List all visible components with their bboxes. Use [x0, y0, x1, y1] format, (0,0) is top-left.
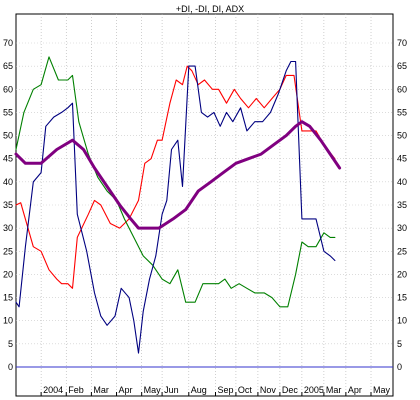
- x-tick-label-1: Feb: [68, 385, 84, 395]
- x-tick-label-2: Mar: [93, 385, 109, 395]
- chart-title: +DI, -DI, DI, ADX: [176, 4, 244, 14]
- y-tick-label-right-60: 60: [397, 84, 407, 94]
- y-tick-label-left-60: 60: [3, 84, 13, 94]
- y-tick-label-left-50: 50: [3, 131, 13, 141]
- y-tick-label-left-65: 65: [3, 61, 13, 71]
- series-line-0: [15, 65, 336, 289]
- y-tick-label-right-40: 40: [397, 177, 407, 187]
- x-tick-label-3: Apr: [119, 385, 133, 395]
- plot-frame: [15, 13, 394, 397]
- y-tick-label-right-15: 15: [397, 293, 407, 303]
- y-tick-label-right-65: 65: [397, 61, 407, 71]
- y-tick-label-left-0: 0: [8, 362, 13, 372]
- y-tick-label-right-50: 50: [397, 131, 407, 141]
- series-line-1: [15, 56, 336, 308]
- x-tick-label-10: Dec: [282, 385, 299, 395]
- y-tick-label-right-5: 5: [397, 339, 402, 349]
- grid-layer: [16, 14, 393, 396]
- series-line-3: [14, 120, 342, 230]
- y-tick-label-right-45: 45: [397, 154, 407, 164]
- y-tick-label-left-45: 45: [3, 154, 13, 164]
- y-tick-label-left-30: 30: [3, 223, 13, 233]
- y-tick-label-left-70: 70: [3, 38, 13, 48]
- x-tick-label-9: Nov: [260, 385, 277, 395]
- y-tick-label-right-70: 70: [397, 38, 407, 48]
- y-tick-label-right-25: 25: [397, 246, 407, 256]
- x-tick-label-4: May: [144, 385, 162, 395]
- y-tick-label-right-0: 0: [397, 362, 402, 372]
- y-tick-label-left-15: 15: [3, 293, 13, 303]
- series-layer: [14, 56, 393, 368]
- x-tick-label-5: Jun: [164, 385, 179, 395]
- series-line-2: [15, 60, 336, 354]
- x-tick-label-14: May: [373, 385, 391, 395]
- y-tick-label-left-5: 5: [8, 339, 13, 349]
- x-tick-label-8: Oct: [238, 385, 253, 395]
- y-tick-label-right-35: 35: [397, 200, 407, 210]
- x-tick-label-6: Aug: [191, 385, 207, 395]
- y-tick-label-right-55: 55: [397, 107, 407, 117]
- x-tick-label-0: 2004: [43, 385, 63, 395]
- y-tick-label-right-10: 10: [397, 316, 407, 326]
- y-tick-label-left-40: 40: [3, 177, 13, 187]
- y-tick-label-left-55: 55: [3, 107, 13, 117]
- y-tick-label-right-20: 20: [397, 269, 407, 279]
- x-tick-label-7: Sep: [217, 385, 233, 395]
- y-tick-label-left-10: 10: [3, 316, 13, 326]
- x-tick-label-11: 2005: [304, 385, 324, 395]
- y-tick-label-right-30: 30: [397, 223, 407, 233]
- x-tick-label-12: Mar: [326, 385, 342, 395]
- y-tick-label-left-35: 35: [3, 200, 13, 210]
- y-tick-label-left-20: 20: [3, 269, 13, 279]
- y-tick-label-left-25: 25: [3, 246, 13, 256]
- x-tick-label-13: Apr: [348, 385, 362, 395]
